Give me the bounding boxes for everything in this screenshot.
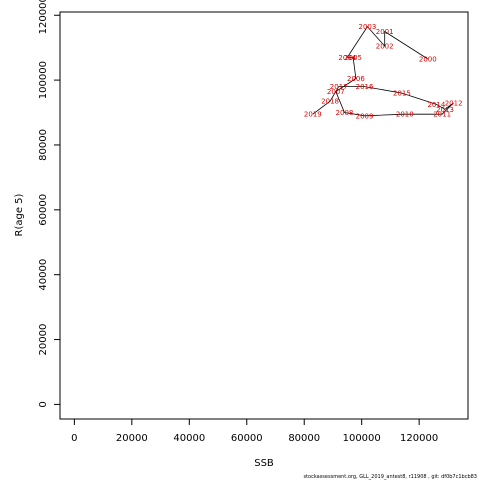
point-label-2007: 2007 — [327, 88, 345, 96]
point-label-2017: 2017 — [330, 83, 348, 91]
x-tick-label: 60000 — [231, 433, 263, 444]
point-label-2014: 2014 — [427, 101, 445, 109]
x-tick-label: 20000 — [116, 433, 148, 444]
series-line — [312, 25, 454, 117]
point-label-2006: 2006 — [347, 75, 365, 83]
point-label-2018: 2018 — [321, 98, 339, 106]
x-tick-label: 120000 — [400, 433, 438, 444]
footer-note: stockassessment.org, GLL_2019_antest8, r… — [303, 474, 477, 480]
point-label-2001: 2001 — [376, 28, 394, 36]
y-tick-label: 100000 — [38, 61, 49, 99]
x-axis: 0 20000 40000 60000 80000 100000 120000 — [71, 418, 438, 444]
point-label-2019: 2019 — [304, 111, 322, 119]
x-tick-label: 0 — [71, 433, 77, 444]
point-label-2011: 2011 — [433, 111, 451, 119]
y-tick-label: 60000 — [38, 194, 49, 226]
point-label-2000: 2000 — [419, 56, 437, 64]
point-label-2002: 2002 — [376, 43, 394, 51]
point-label-2016: 2016 — [356, 83, 374, 91]
y-axis-title: R(age 5) — [14, 193, 25, 236]
y-tick-label: 20000 — [38, 324, 49, 356]
point-label-2008: 2008 — [336, 109, 354, 117]
point-label-2003: 2003 — [359, 23, 377, 31]
y-tick-label: 80000 — [38, 129, 49, 161]
point-label-2013: 2013 — [436, 106, 454, 114]
y-axis: 0 20000 40000 60000 80000 100000 120000 — [38, 0, 61, 408]
point-label-2005: 2005 — [344, 54, 362, 62]
x-axis-title: SSB — [254, 458, 274, 469]
y-tick-label: 0 — [38, 401, 49, 407]
point-label-2004: 2004 — [338, 54, 356, 62]
x-tick-label: 40000 — [173, 433, 205, 444]
y-tick-label: 120000 — [38, 0, 49, 34]
point-label-2009: 2009 — [356, 112, 374, 120]
plot-frame — [59, 11, 469, 420]
point-label-2010: 2010 — [396, 111, 414, 119]
x-tick-label: 100000 — [343, 433, 381, 444]
point-label-2015: 2015 — [393, 90, 411, 98]
x-tick-label: 80000 — [288, 433, 320, 444]
point-label-2012: 2012 — [445, 99, 463, 107]
y-tick-label: 40000 — [38, 259, 49, 291]
